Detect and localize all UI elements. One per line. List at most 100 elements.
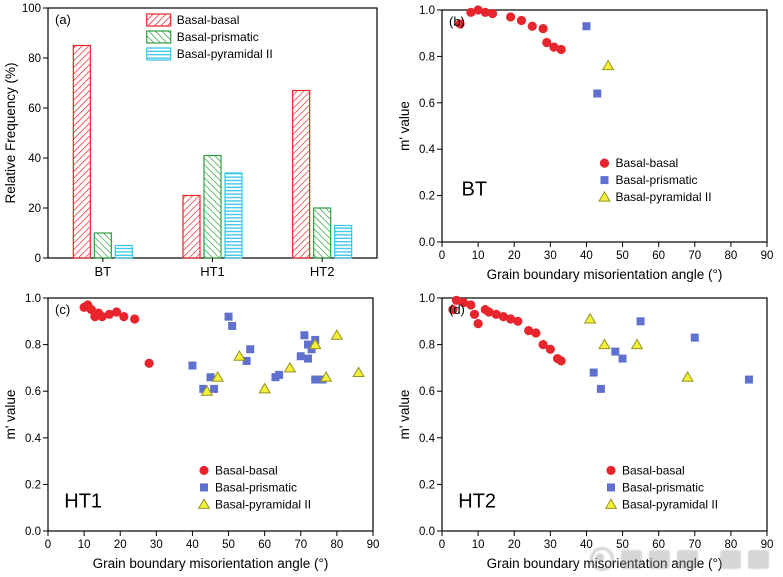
basal-basal-point [538, 23, 548, 34]
y-tick-label: 0.8 [419, 51, 435, 63]
x-tick-label: 0 [439, 250, 445, 262]
x-tick-label: 30 [150, 539, 163, 551]
x-tick-label: 80 [330, 539, 343, 551]
basal-basal-point [448, 305, 458, 315]
basal-prismatic-point [303, 354, 312, 363]
y-tick-label: 100 [22, 3, 41, 15]
watermark-glyph [649, 549, 670, 569]
x-tick-label: 90 [761, 250, 774, 262]
legend-label-basal-prismatic: Basal-prismatic [177, 30, 259, 44]
x-tick-label: 30 [544, 250, 557, 262]
panel-tag: (c) [55, 302, 70, 317]
basal-basal-point [466, 300, 476, 310]
legend-marker-basal-basal [606, 465, 616, 476]
y-tick-label: 1.0 [25, 293, 41, 305]
legend-marker-basal-basal [199, 465, 209, 476]
legend-label-basal-basal: Basal-basal [622, 463, 685, 477]
basal-pyramidal-ii-point [601, 59, 615, 71]
legend-marker-basal-prismatic [600, 176, 609, 185]
basal-pyramidal-ii-point [283, 361, 297, 373]
panel-tag: (a) [55, 12, 71, 27]
watermark-glyph [720, 549, 741, 569]
legend-swatch-basal-pyramidal-ii [146, 47, 172, 61]
x-tick-label: 30 [544, 539, 557, 551]
watermark-logo-icon [590, 547, 614, 571]
basal-pyramidal-ii-point [598, 338, 611, 350]
group-label: BT [462, 179, 488, 201]
y-tick-label: 0.8 [25, 340, 41, 352]
basal-basal-point [487, 8, 498, 19]
basal-prismatic-point [296, 352, 305, 361]
panel-tag: (d) [449, 302, 465, 317]
basal-prismatic-point [690, 333, 699, 342]
basal-prismatic-point [744, 375, 753, 384]
x-tick-label: 10 [78, 539, 91, 551]
x-tick-label: 20 [114, 539, 127, 551]
y-axis-label: Relative Frequency (%) [3, 62, 18, 203]
watermark-glyph [748, 549, 769, 569]
basal-prismatic-point [242, 356, 251, 365]
x-tick-label: 0 [45, 539, 51, 551]
panel-b-scatter-bt: 0 10 20 30 40 50 60 70 80 90 0.0 0.2 0.4 0.6 0.8 1.0 Gra… [397, 5, 774, 282]
x-tick-label: 50 [616, 250, 629, 262]
y-tick-label: 0.4 [419, 433, 436, 445]
legend-label-basal-basal: Basal-basal [215, 463, 278, 477]
basal-basal-point [516, 15, 527, 26]
legend-marker-basal-pyramidal-ii [197, 498, 211, 509]
category-label: BT [95, 264, 112, 279]
basal-pyramidal-ii-point [352, 366, 365, 378]
basal-pyramidal-ii-point [258, 382, 271, 394]
y-tick-label: 0.4 [419, 144, 436, 156]
x-tick-label: 80 [724, 539, 737, 551]
basal-prismatic-bar [203, 154, 222, 259]
x-tick-label: 40 [580, 539, 593, 551]
y-tick-label: 0 [35, 253, 41, 265]
x-tick-label: 60 [652, 250, 665, 262]
legend-label-basal-pyramidal-ii: Basal-pyramidal II [215, 497, 311, 511]
x-tick-label: 0 [439, 539, 445, 551]
x-tick-label: 50 [616, 539, 629, 551]
plot-frame [441, 297, 768, 532]
y-axis-label: m' value [397, 101, 412, 151]
basal-pyramidal-ii-point [233, 350, 246, 361]
legend-label-basal-prismatic: Basal-prismatic [616, 173, 698, 187]
panel-a-bar-chart: 0 20 40 60 80 100 BT HT1 HT2 Relative Frequency (… [3, 3, 378, 279]
basal-prismatic-point [636, 317, 645, 326]
panel-d-scatter-ht2: 0 10 20 30 40 50 60 70 80 900.00.20.40.60.81.0Gra… [397, 293, 773, 571]
legend-label-basal-prismatic: Basal-prismatic [622, 480, 704, 494]
category-label: HT1 [200, 264, 225, 279]
basal-prismatic-point [618, 354, 627, 363]
y-tick-label: 0.4 [25, 433, 42, 445]
basal-pyramidal-ii-bar [334, 224, 353, 259]
x-axis-label: Grain boundary misorientation angle (°) [93, 556, 329, 571]
y-tick-label: 0.0 [419, 237, 435, 249]
basal-pyramidal-ii-point [211, 371, 224, 382]
basal-basal-point [527, 21, 537, 31]
basal-prismatic-point [589, 368, 598, 377]
basal-prismatic-point [582, 22, 591, 31]
basal-basal-bar [182, 194, 201, 259]
basal-prismatic-bar [93, 232, 112, 259]
watermark-gap [705, 559, 713, 560]
legend-marker-basal-prismatic [199, 483, 208, 492]
basal-basal-point [144, 358, 154, 368]
basal-pyramidal-ii-point [681, 371, 694, 382]
panel-tag: (b) [449, 14, 465, 29]
basal-basal-point [455, 19, 465, 29]
legend-marker-basal-pyramidal-ii [598, 190, 611, 202]
y-axis-label: m' value [3, 390, 18, 440]
x-tick-label: 90 [367, 539, 380, 551]
basal-prismatic-point [593, 89, 602, 98]
basal-prismatic-point [228, 321, 237, 330]
basal-pyramidal-ii-point [330, 329, 344, 340]
legend-marker-basal-basal [599, 158, 610, 168]
legend-label-basal-pyramidal-ii: Basal-pyramidal II [177, 47, 273, 61]
basal-pyramidal-ii-point [319, 371, 333, 382]
legend-marker-basal-pyramidal-ii [604, 498, 618, 509]
basal-pyramidal-ii-bar [224, 172, 243, 259]
basal-basal-point [513, 316, 523, 326]
basal-prismatic-point [188, 361, 197, 370]
x-tick-label: 60 [652, 539, 665, 551]
legend-label-basal-pyramidal-ii: Basal-pyramidal II [616, 190, 712, 204]
